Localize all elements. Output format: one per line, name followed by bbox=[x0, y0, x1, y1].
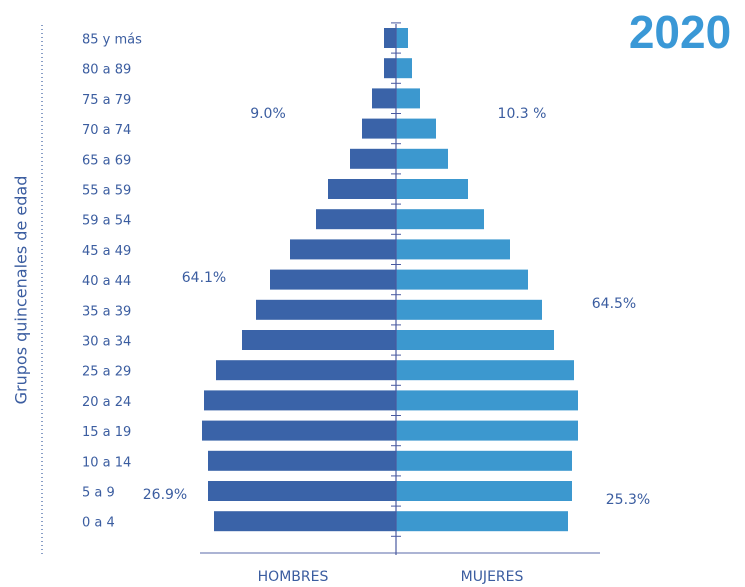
y-tick-label: 85 y más bbox=[82, 33, 142, 48]
bar bbox=[290, 239, 396, 260]
bar bbox=[208, 481, 396, 501]
bar bbox=[396, 269, 528, 290]
bar bbox=[384, 28, 396, 48]
y-tick-label: 0 a 4 bbox=[82, 516, 115, 531]
bar bbox=[396, 179, 468, 199]
legend-label: MUJERES bbox=[461, 569, 524, 585]
bar bbox=[202, 420, 396, 441]
annotation: 25.3% bbox=[606, 492, 650, 508]
bar bbox=[204, 390, 396, 411]
y-tick-label: 75 a 79 bbox=[82, 93, 131, 108]
bar bbox=[396, 511, 568, 532]
bar bbox=[362, 118, 396, 139]
legend-label: HOMBRES bbox=[258, 569, 329, 585]
y-tick-label: 80 a 89 bbox=[82, 63, 131, 78]
bar bbox=[316, 209, 396, 230]
annotation: 64.1% bbox=[182, 270, 226, 286]
bar bbox=[396, 209, 484, 230]
bar bbox=[372, 88, 396, 109]
y-tick-label: 70 a 74 bbox=[82, 123, 131, 138]
y-tick-label: 55 a 59 bbox=[82, 184, 131, 199]
annotation: 9.0% bbox=[250, 106, 286, 122]
bar bbox=[396, 299, 542, 320]
bar bbox=[396, 450, 572, 471]
bar bbox=[396, 239, 510, 260]
y-tick-label: 20 a 24 bbox=[82, 395, 131, 410]
bar bbox=[396, 481, 572, 501]
bar bbox=[396, 118, 436, 139]
y-tick-label: 10 a 14 bbox=[82, 455, 131, 470]
y-tick-label: 30 a 34 bbox=[82, 335, 131, 350]
y-tick-label: 45 a 49 bbox=[82, 244, 131, 259]
annotation: 10.3 % bbox=[498, 106, 547, 122]
chart-title: 2020 bbox=[629, 6, 731, 58]
bar bbox=[208, 450, 396, 471]
bar bbox=[216, 360, 396, 381]
bar bbox=[350, 148, 396, 169]
bar bbox=[396, 148, 448, 169]
bar bbox=[384, 58, 396, 79]
y-tick-label: 40 a 44 bbox=[82, 274, 131, 289]
y-tick-label: 65 a 69 bbox=[82, 153, 131, 168]
y-tick-label: 59 a 54 bbox=[82, 214, 131, 229]
bar bbox=[242, 330, 396, 350]
bar bbox=[214, 511, 396, 532]
bar bbox=[328, 179, 396, 199]
bar bbox=[396, 58, 412, 79]
y-tick-label: 15 a 19 bbox=[82, 425, 131, 440]
annotation: 26.9% bbox=[143, 487, 187, 503]
annotation: 64.5% bbox=[592, 296, 636, 312]
bar bbox=[396, 28, 408, 48]
bar bbox=[396, 88, 420, 109]
y-tick-label: 25 a 29 bbox=[82, 365, 131, 380]
bar bbox=[396, 330, 554, 350]
y-axis-label: Grupos quincenales de edad bbox=[12, 176, 31, 405]
bar bbox=[270, 269, 396, 290]
bar bbox=[396, 420, 578, 441]
y-tick-label: 35 a 39 bbox=[82, 304, 131, 319]
bar bbox=[396, 390, 578, 411]
bar bbox=[396, 360, 574, 381]
y-tick-label: 5 a 9 bbox=[82, 486, 115, 501]
bar bbox=[256, 299, 396, 320]
